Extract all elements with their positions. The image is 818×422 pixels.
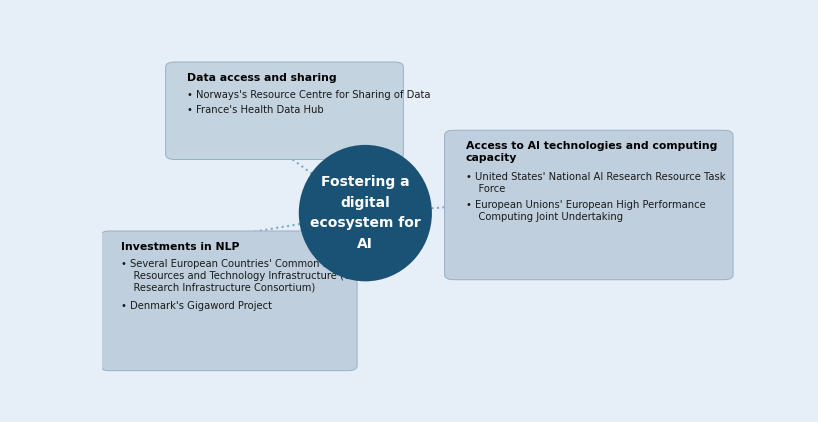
Text: Fostering a
digital
ecosystem for
AI: Fostering a digital ecosystem for AI: [310, 175, 420, 251]
Text: • Norways's Resource Centre for Sharing of Data: • Norways's Resource Centre for Sharing …: [187, 89, 430, 100]
Ellipse shape: [299, 145, 432, 281]
Text: Data access and sharing: Data access and sharing: [187, 73, 336, 83]
FancyBboxPatch shape: [165, 62, 403, 160]
Text: • Denmark's Gigaword Project: • Denmark's Gigaword Project: [121, 301, 272, 311]
Text: Access to AI technologies and computing
capacity: Access to AI technologies and computing …: [465, 141, 717, 163]
FancyBboxPatch shape: [101, 231, 357, 371]
FancyBboxPatch shape: [445, 130, 733, 280]
Text: • Several European Countries' Common Language
    Resources and Technology Infra: • Several European Countries' Common Lan…: [121, 259, 381, 292]
Text: • United States' National AI Research Resource Task
    Force: • United States' National AI Research Re…: [465, 171, 725, 194]
Text: • European Unions' European High Performance
    Computing Joint Undertaking: • European Unions' European High Perform…: [465, 200, 705, 222]
Text: • France's Health Data Hub: • France's Health Data Hub: [187, 105, 323, 115]
Text: Investments in NLP: Investments in NLP: [121, 242, 240, 252]
